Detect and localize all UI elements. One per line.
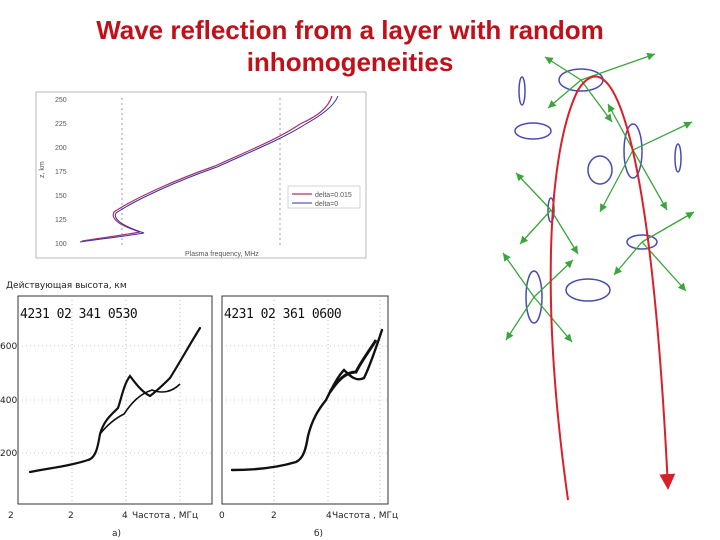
ionogram-left-stamp: 4231 02 341 0530 (20, 307, 137, 322)
y-tick-250: 250 (55, 97, 67, 104)
ionogram-right-x-label: Частота , МГц (332, 511, 398, 521)
ionogram-right-stamp: 4231 02 361 0600 (224, 307, 341, 322)
legend-delta-0015: delta=0.015 (315, 192, 352, 199)
reflected-ray (549, 75, 676, 501)
ionogram-y-tick-200: 200 (0, 449, 17, 459)
ionogram-left-x-tick-1: 2 (8, 511, 14, 521)
y-tick-175: 175 (55, 169, 67, 176)
blob-1 (518, 76, 526, 106)
ionogram-right-x-tick-3: 4 (326, 511, 332, 521)
ionogram-right-trace (230, 328, 384, 472)
blob-7 (547, 197, 555, 223)
ionogram-left-caption: а) (112, 529, 121, 539)
ionogram-left-x-tick-3: 4 (122, 511, 128, 521)
y-tick-100: 100 (55, 241, 67, 248)
profile-chart-frame (35, 91, 367, 259)
profile-chart: 250 225 200 175 150 125 100 z, km Plasma… (35, 91, 367, 259)
scattered-rays (502, 52, 695, 343)
profile-x-label: Plasma frequency, MHz (185, 251, 259, 258)
ionogram-left-trace (28, 326, 202, 474)
profile-legend: delta=0.015 delta=0 (287, 185, 361, 209)
blob-5 (674, 143, 682, 173)
blob-8 (626, 234, 658, 250)
blob-6 (587, 155, 613, 185)
profile-curve-smooth (79, 95, 339, 243)
ionogram-left-trace-2 (99, 383, 181, 435)
ionogram-left-x-tick-2: 2 (68, 511, 74, 521)
slide-title: Wave reflection from a layer with random… (40, 14, 660, 78)
reflection-schematic (502, 52, 695, 501)
blob-9 (525, 270, 543, 324)
y-tick-200: 200 (55, 145, 67, 152)
ionogram-right-caption: б) (314, 529, 323, 539)
blob-4 (623, 123, 643, 179)
ionogram-panels: Действующая высота, км 600 400 200 4231 … (0, 281, 398, 539)
ionogram-right-x-tick-2: 2 (271, 511, 277, 521)
ionogram-y-tick-400: 400 (0, 396, 17, 406)
ionogram-right-trace-2 (328, 339, 378, 393)
ionogram-right-x-tick-1: 0 (219, 511, 225, 521)
y-tick-150: 150 (55, 193, 67, 200)
blob-10 (565, 278, 611, 302)
ionogram-y-tick-600: 600 (0, 342, 17, 352)
legend-delta-0: delta=0 (315, 201, 338, 208)
title-line-1: Wave reflection from a layer with random (96, 15, 604, 45)
ionogram-left-x-label: Частота , МГц (132, 511, 198, 521)
ionogram-y-label: Действующая высота, км (6, 281, 127, 291)
title-line-2: inhomogeneities (246, 47, 454, 77)
inhomogeneity-blobs (514, 68, 682, 324)
blob-3 (514, 122, 552, 140)
ionogram-left: 4231 02 341 0530 2 2 4 Частота , МГц а) (8, 295, 213, 539)
y-tick-225: 225 (55, 121, 67, 128)
profile-y-label: z, km (39, 161, 46, 178)
y-tick-125: 125 (55, 217, 67, 224)
ionogram-right: 4231 02 361 0600 0 2 4 Частота , МГц б) (219, 295, 398, 539)
